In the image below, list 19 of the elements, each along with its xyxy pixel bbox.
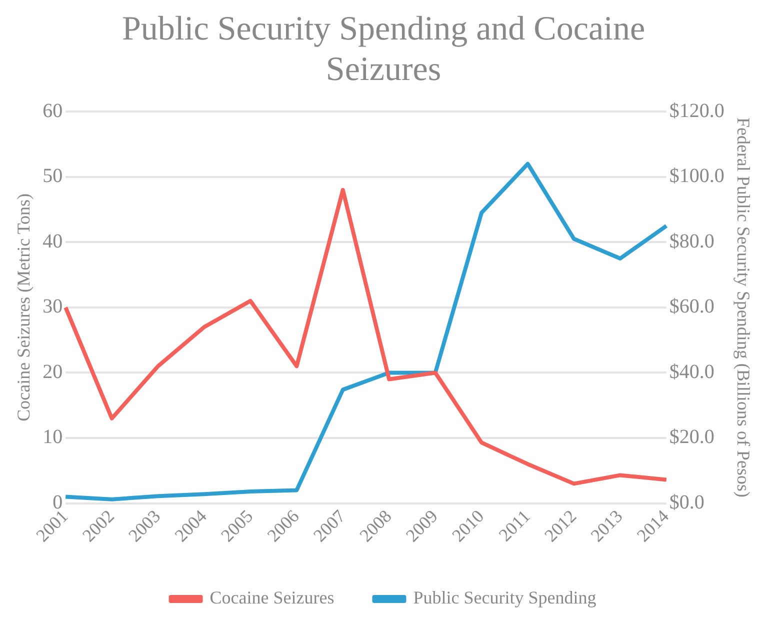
y2-tick-label: $40.0	[669, 360, 714, 383]
y2-tick-label: $20.0	[669, 426, 714, 448]
y-tick-label: 20	[42, 360, 63, 383]
y2-axis-title: Federal Public Security Spending (Billions of Pesos)	[733, 117, 754, 498]
y2-tick-label: $80.0	[669, 230, 714, 252]
legend-label: Public Security Spending	[413, 588, 596, 608]
y2-tick-label: $60.0	[669, 296, 714, 318]
y2-tick-label: $120.0	[669, 100, 724, 122]
x-tick-label: 2011	[494, 506, 534, 546]
y-tick-label: 40	[42, 230, 63, 252]
y-axis-title: Cocaine Seizures (Metric Tons)	[14, 194, 34, 422]
y2-tick-label: $0.0	[669, 492, 704, 514]
y-tick-label: 50	[42, 165, 63, 188]
legend-label: Cocaine Seizures	[210, 588, 334, 608]
y2-tick-label: $100.0	[669, 165, 724, 188]
y-tick-label: 10	[42, 426, 63, 448]
y-tick-label: 30	[42, 296, 63, 318]
y-tick-label: 60	[42, 100, 63, 122]
chart-title: Public Security Spending and Cocaine Seizures	[122, 10, 646, 88]
